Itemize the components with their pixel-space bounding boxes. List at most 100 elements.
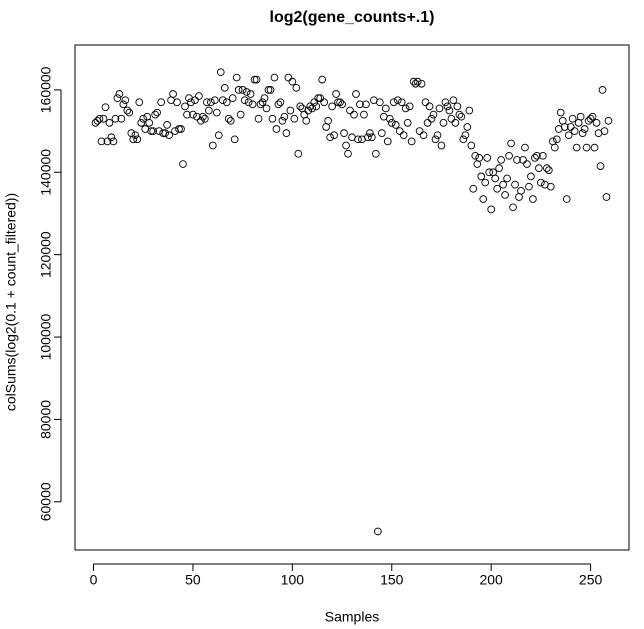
point — [584, 116, 593, 125]
point — [294, 149, 303, 158]
point — [201, 114, 209, 123]
y-tick-label: 160000 — [38, 66, 54, 113]
point — [542, 164, 551, 173]
point — [214, 131, 223, 140]
point — [338, 100, 346, 109]
point — [242, 88, 251, 96]
point — [495, 164, 503, 173]
point — [262, 104, 271, 113]
y-tick-label: 60000 — [38, 482, 54, 521]
point — [195, 92, 203, 100]
point — [169, 90, 177, 98]
point — [344, 149, 352, 158]
point — [111, 114, 120, 123]
point — [191, 96, 199, 105]
point — [314, 94, 323, 102]
point — [570, 127, 579, 135]
point — [129, 135, 138, 144]
point — [455, 110, 464, 119]
point — [206, 98, 215, 107]
plot-frame — [74, 44, 630, 551]
point — [439, 119, 448, 127]
point — [598, 86, 607, 94]
point — [145, 119, 154, 127]
point — [272, 125, 281, 133]
point — [282, 129, 291, 137]
point — [544, 166, 553, 175]
point — [525, 182, 533, 191]
point — [212, 108, 221, 117]
point — [157, 98, 165, 107]
point — [461, 131, 470, 140]
point — [153, 108, 162, 117]
point — [560, 123, 569, 131]
point — [445, 106, 454, 115]
point — [383, 137, 392, 146]
point — [395, 127, 404, 135]
point — [411, 79, 420, 88]
point — [375, 98, 384, 107]
point — [161, 129, 169, 137]
point — [197, 116, 205, 125]
x-tick-label: 150 — [380, 572, 404, 588]
point — [503, 174, 511, 183]
point — [431, 135, 440, 144]
point — [91, 119, 100, 127]
point — [336, 98, 344, 107]
point — [505, 151, 513, 160]
point — [105, 119, 114, 127]
point — [586, 114, 595, 123]
point — [246, 90, 255, 98]
y-tick-label: 120000 — [38, 231, 54, 278]
x-tick-label: 250 — [579, 572, 603, 588]
point — [566, 123, 575, 131]
point — [354, 135, 362, 144]
point — [463, 123, 472, 131]
point — [550, 143, 559, 152]
point — [403, 119, 412, 127]
point — [405, 102, 414, 111]
point — [453, 102, 462, 111]
point — [535, 164, 543, 173]
point — [346, 106, 354, 115]
point — [373, 527, 382, 536]
point — [109, 137, 118, 146]
point — [397, 98, 406, 107]
point — [372, 149, 380, 158]
point — [278, 116, 287, 125]
point — [149, 127, 158, 135]
point — [451, 119, 460, 127]
point — [389, 98, 398, 107]
point — [423, 119, 432, 127]
point — [588, 112, 597, 121]
point — [465, 106, 474, 115]
point — [578, 129, 587, 137]
point — [320, 98, 329, 107]
point — [252, 75, 261, 84]
point — [119, 100, 128, 109]
point — [264, 86, 273, 94]
point — [189, 110, 197, 119]
point — [276, 98, 285, 107]
y-tick-label: 80000 — [38, 400, 54, 439]
point — [290, 114, 299, 123]
point — [517, 186, 525, 195]
point — [391, 121, 400, 129]
point — [183, 110, 191, 119]
point — [248, 100, 257, 109]
point — [425, 102, 434, 111]
point — [258, 98, 267, 107]
point — [401, 104, 410, 113]
point — [210, 96, 219, 105]
point — [350, 110, 358, 119]
point — [387, 119, 396, 127]
point — [556, 108, 565, 117]
point — [123, 106, 132, 115]
point — [590, 143, 599, 152]
point — [364, 133, 372, 142]
point — [240, 96, 249, 105]
point — [139, 114, 148, 123]
point — [511, 180, 519, 189]
